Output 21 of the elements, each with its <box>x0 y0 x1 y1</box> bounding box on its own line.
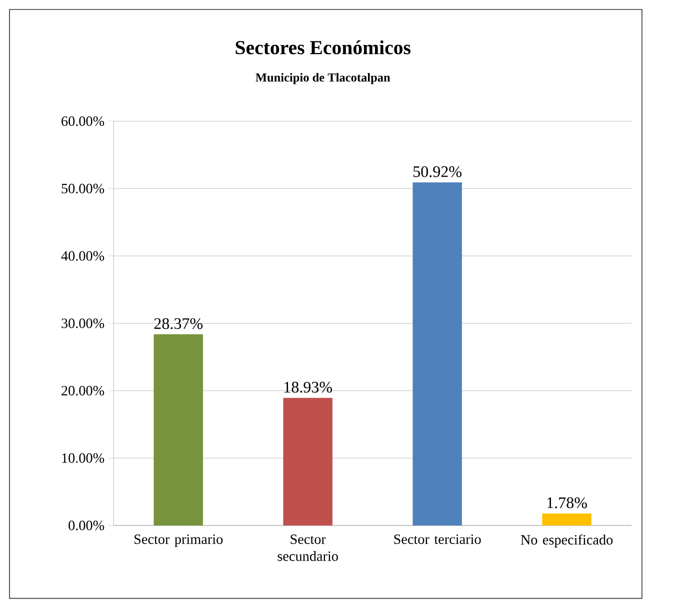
y-tick-label: 30.00% <box>62 318 104 328</box>
bar <box>154 334 203 526</box>
x-tick-label: Sector secundario <box>278 534 338 561</box>
y-tick-label: 10.00% <box>62 453 104 463</box>
y-tick-label: 50.00% <box>62 184 104 194</box>
bar <box>542 513 592 526</box>
data-label: 28.37% <box>154 318 203 329</box>
y-tick-label: 0.00% <box>68 520 104 530</box>
data-label: 50.92% <box>414 166 462 178</box>
chart-title: Sectores Económicos <box>236 40 410 54</box>
chart-subtitle: Municipio de Tlacotalpan <box>256 72 390 84</box>
x-tick-label: No especificado <box>520 534 613 548</box>
bar <box>283 398 332 526</box>
y-tick-label: 40.00% <box>61 251 104 261</box>
bar <box>412 182 462 526</box>
y-tick-label: 60.00% <box>62 116 104 126</box>
data-label: 1.78% <box>547 497 587 508</box>
data-label: 18.93% <box>284 382 332 393</box>
x-tick-label: Sector primario <box>134 534 223 547</box>
x-tick-label: Sector terciario <box>394 534 481 544</box>
y-tick-label: 20.00% <box>62 386 104 396</box>
